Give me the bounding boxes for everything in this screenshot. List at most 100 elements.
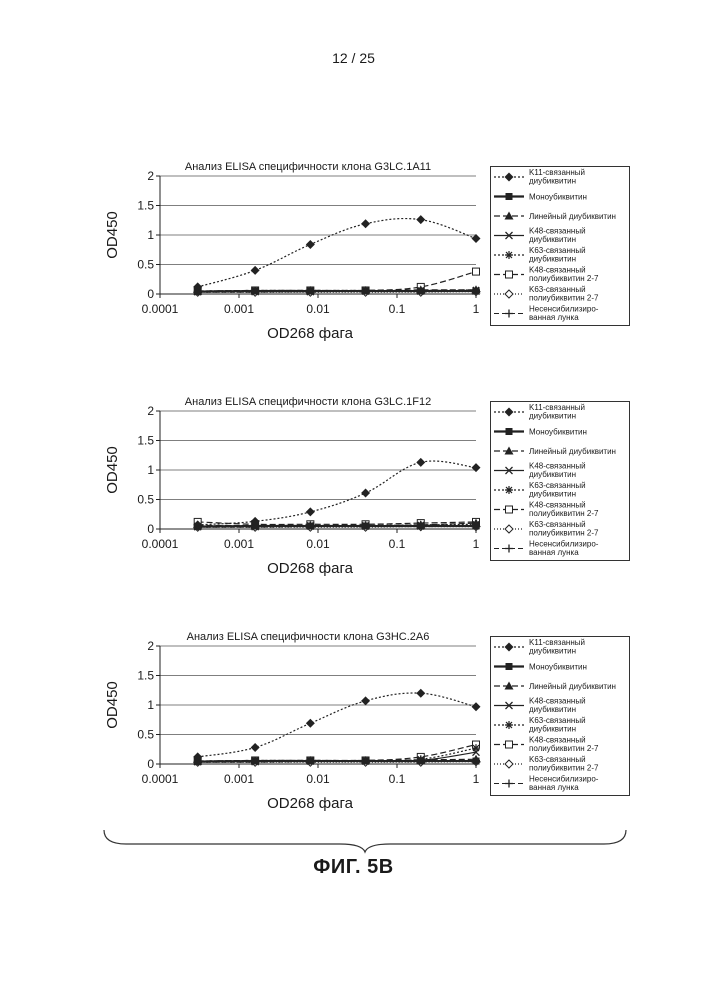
- data-point: [362, 757, 370, 765]
- legend-item: K63-связанный диубиквитин: [494, 246, 586, 264]
- legend-item: K63-связанный диубиквитин: [494, 716, 586, 734]
- legend-marker: [504, 172, 514, 182]
- legend-marker: [505, 251, 513, 259]
- y-tick-label: 1: [147, 698, 154, 712]
- figure-brace: [103, 829, 627, 854]
- y-tick-label: 1.5: [137, 199, 154, 213]
- legend-label: K63-связанный диубиквитин: [529, 246, 586, 264]
- data-point: [416, 457, 426, 467]
- y-axis-label: OD450: [104, 681, 121, 729]
- legend-label: K11-связанный диубиквитин: [529, 403, 585, 421]
- legend-label: K48-связанный диубиквитин: [529, 227, 586, 245]
- y-tick-label: 0.5: [137, 258, 154, 272]
- data-point: [472, 522, 480, 530]
- legend-item: K11-связанный диубиквитин: [494, 638, 585, 656]
- data-point: [251, 287, 259, 295]
- data-point: [472, 757, 480, 765]
- series-1: [193, 688, 481, 762]
- legend-label: Линейный диубиквитин: [529, 212, 616, 221]
- legend-item: K48-связанный диубиквитин: [494, 462, 586, 479]
- legend-label: Моноубиквитин: [529, 663, 587, 672]
- chart-plot-g3hc-2a6: Анализ ELISA специфичности клона G3HC.2A…: [104, 631, 481, 812]
- legend-item: Несенсибилизиро-ванная лунка: [494, 775, 599, 793]
- data-point: [250, 265, 260, 275]
- data-point: [194, 758, 202, 766]
- legend-item: K48-связанный полиубиквитин 2-7: [494, 736, 599, 754]
- data-point: [361, 696, 371, 706]
- data-point: [250, 742, 260, 752]
- legend-item: K11-связанный диубиквитин: [494, 168, 585, 186]
- data-point: [361, 488, 371, 498]
- data-point: [306, 522, 314, 530]
- legend-marker: [505, 231, 513, 240]
- legend-marker: [505, 309, 513, 318]
- data-point: [471, 702, 481, 712]
- legend-label: Линейный диубиквитин: [529, 682, 616, 691]
- legend-items: K11-связанный диубиквитин Моноубиквитин Лин…: [494, 168, 616, 323]
- data-point: [250, 516, 260, 526]
- legend-label: K48-связанный полиубиквитин 2-7: [529, 736, 599, 754]
- legend-label: K63-связанный полиубиквитин 2-7: [529, 520, 599, 538]
- data-point: [362, 522, 370, 530]
- series-line: [197, 521, 477, 526]
- legend-marker: [504, 407, 514, 417]
- legend-marker: [504, 524, 514, 534]
- y-tick-label: 1: [147, 228, 154, 242]
- legend-marker: [505, 663, 513, 670]
- legend-item: K48-связанный диубиквитин: [494, 227, 586, 245]
- y-tick-label: 2: [147, 404, 154, 418]
- y-tick-label: 0: [147, 287, 154, 301]
- y-tick-label: 2: [147, 169, 154, 183]
- series-line: [197, 460, 477, 526]
- legend-items: K11-связанный диубиквитин Моноубиквитин Лин…: [494, 403, 616, 557]
- chart-title: Анализ ELISA специфичности клона G3HC.2A…: [187, 631, 430, 643]
- legend-marker: [504, 759, 514, 769]
- data-point: [306, 757, 314, 765]
- legend-item: Линейный диубиквитин: [494, 446, 616, 456]
- legend-item: K48-связанный полиубиквитин 2-7: [494, 501, 599, 518]
- legend-label: K63-связанный диубиквитин: [529, 481, 586, 499]
- y-tick-label: 1: [147, 463, 154, 477]
- data-point: [251, 522, 259, 530]
- y-tick-label: 1.5: [137, 669, 154, 683]
- data-point: [417, 522, 425, 530]
- data-point: [416, 688, 426, 698]
- legend-marker: [505, 721, 513, 729]
- legend-label: K48-связанный диубиквитин: [529, 697, 586, 715]
- legend-item: K63-связанный диубиквитин: [494, 481, 586, 499]
- legend-item: Несенсибилизиро-ванная лунка: [494, 540, 599, 557]
- y-tick-label: 2: [147, 639, 154, 653]
- x-tick-label: 0.1: [389, 537, 406, 551]
- data-point: [251, 757, 259, 765]
- x-tick-label: 0.01: [306, 537, 330, 551]
- legend-label: Моноубиквитин: [529, 428, 587, 437]
- legend-marker: [505, 428, 513, 435]
- x-tick-label: 0.01: [306, 302, 330, 316]
- legend-marker: [505, 505, 513, 514]
- legend-item: K48-связанный диубиквитин: [494, 697, 586, 715]
- chart-panel-g3lc-1a11: Анализ ELISA специфичности клона G3LC.1A…: [95, 158, 635, 358]
- chart-panel-g3hc-2a6: Анализ ELISA специфичности клона G3HC.2A…: [95, 628, 635, 828]
- data-point: [472, 748, 480, 757]
- data-point: [193, 282, 203, 292]
- data-point: [305, 718, 315, 728]
- series-line: [197, 692, 477, 758]
- legend-label: Линейный диубиквитин: [529, 447, 616, 456]
- data-point: [417, 287, 425, 295]
- legend-marker: [504, 681, 514, 690]
- data-point: [194, 288, 202, 296]
- data-point: [306, 287, 314, 295]
- chart-title: Анализ ELISA специфичности клона G3LC.1A…: [185, 161, 431, 173]
- y-tick-label: 0: [147, 757, 154, 771]
- data-point: [472, 744, 480, 753]
- chart-legend: K11-связанный диубиквитин Моноубиквитин Лин…: [490, 166, 630, 326]
- legend-label: Несенсибилизиро-ванная лунка: [529, 305, 599, 323]
- data-point: [416, 215, 426, 225]
- legend-label: K11-связанный диубиквитин: [529, 168, 585, 186]
- x-tick-label: 0.0001: [142, 772, 179, 786]
- data-point: [417, 757, 425, 765]
- legend-label: Несенсибилизиро-ванная лунка: [529, 775, 599, 793]
- y-tick-label: 0: [147, 522, 154, 536]
- legend-item: K63-связанный полиубиквитин 2-7: [494, 520, 599, 538]
- series-line: [197, 761, 477, 763]
